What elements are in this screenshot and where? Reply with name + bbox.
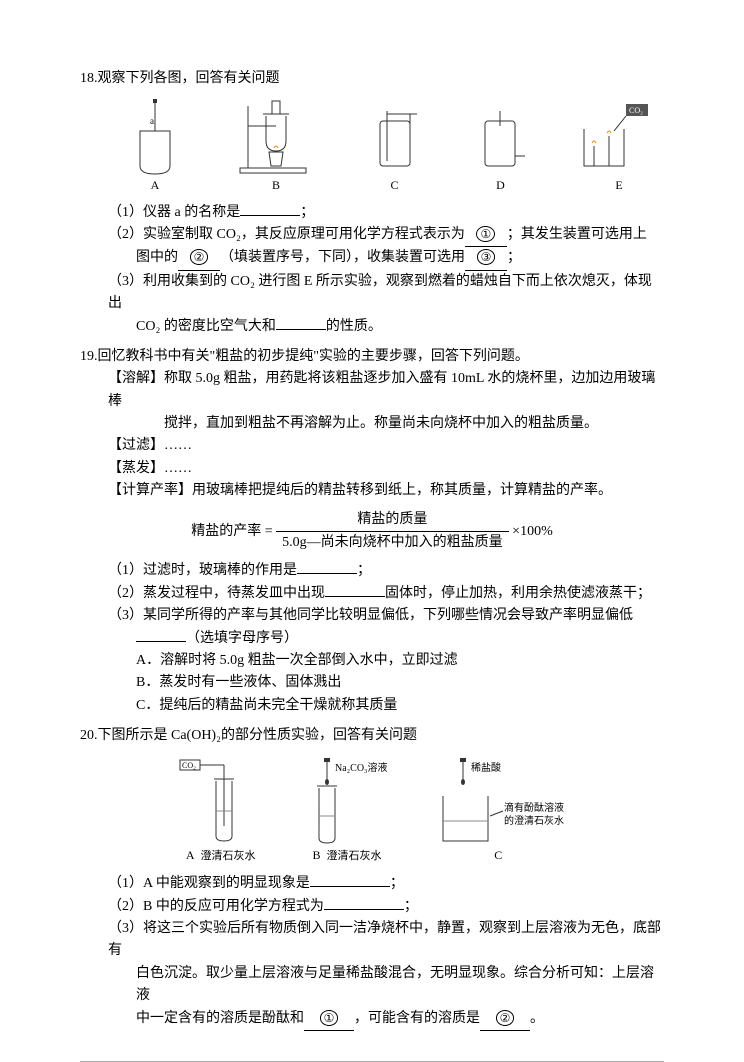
co2-tag: CO₂ (629, 106, 643, 115)
q19-formula: 精盐的产率 = 精盐的质量 5.0g—尚未向烧杯中加入的粗盐质量 ×100% (80, 509, 664, 555)
q19-calc: 【计算产率】用玻璃棒把提纯后的精盐转移到纸上，称其质量，计算精盐的产率。 (80, 480, 664, 502)
q18-figure-row: a A B C D (120, 96, 664, 195)
q18-p3-line1: （3）利用收集到的 CO₂ 进行图 E 所示实验，观察到燃着的蜡烛自下而上依次熄… (80, 271, 664, 316)
fig-c: C (362, 106, 427, 195)
q19-optC: C．提纯后的精盐尚未完全干燥就称其质量 (80, 695, 664, 717)
q20-p3a: （3）将这三个实验后所有物质倒入同一洁净烧杯中，静置，观察到上层溶液为无色，底部… (80, 918, 664, 963)
q19-optB: B．蒸发时有一些液体、固体溅出 (80, 672, 664, 694)
svg-text:滴有酚酞溶液: 滴有酚酞溶液 (504, 801, 564, 814)
q20-figure-row: CO₂ A 澄清石灰水 Na₂CO₃溶液 B 澄清石灰水 稀盐酸 (160, 756, 584, 866)
q18-p1: （1）仪器 a 的名称是； (80, 202, 664, 224)
q20-p2: （2）B 中的反应可用化学方程式为； (80, 896, 664, 918)
q19-p1: （1）过滤时，玻璃棒的作用是； (80, 560, 664, 582)
svg-text:的澄清石灰水: 的澄清石灰水 (504, 814, 564, 827)
q19-optA: A．溶解时将 5.0g 粗盐一次全部倒入水中，立即过滤 (80, 650, 664, 672)
fig-d-label: D (473, 176, 528, 195)
q20-p3b: 白色沉淀。取少量上层溶液与足量稀盐酸混合，无明显现象。综合分析可知：上层溶液 (80, 963, 664, 1008)
fig-a: a A (120, 96, 190, 195)
fig-e: CO₂ E (574, 101, 664, 195)
q20-c-bottomlabel: C (428, 846, 568, 865)
q19-dissolve-b: 搅拌，直加到粗盐不再溶解为止。称量尚未向烧杯中加入的粗盐质量。 (80, 413, 664, 435)
q20-b-bottomlabel: B 澄清石灰水 (297, 846, 397, 866)
svg-text:CO₂: CO₂ (182, 761, 196, 770)
q18-p3-line2: CO₂ 的密度比空气大和的性质。 (80, 316, 664, 338)
svg-text:稀盐酸: 稀盐酸 (471, 761, 501, 774)
q19-head: 19.回忆教科书中有关"粗盐的初步提纯"实验的主要步骤，回答下列问题。 (80, 346, 664, 368)
q19-p3b: （选填字母序号） (80, 628, 664, 650)
fig-a-label: A (120, 176, 190, 195)
q18-head: 18.观察下列各图，回答有关问题 (80, 68, 664, 90)
q19-evap: 【蒸发】…… (80, 458, 664, 480)
fig-c-label: C (362, 176, 427, 195)
q18-p2-line1: （2）实验室制取 CO₂，其反应原理可用化学方程式表示为①；其发生装置可选用上 (80, 224, 664, 247)
fig-b-label: B (236, 176, 316, 195)
q18-p2-line2: 图中的②（填装置序号，下同），收集装置可选用③； (80, 247, 664, 270)
svg-text:Na₂CO₃溶液: Na₂CO₃溶液 (335, 761, 388, 774)
fig-d: D (473, 106, 528, 195)
q20-fig-b: Na₂CO₃溶液 B 澄清石灰水 (297, 756, 397, 866)
q19-dissolve-a: 【溶解】称取 5.0g 粗盐，用药匙将该粗盐逐步加入盛有 10mL 水的烧杯里，… (80, 368, 664, 413)
q20-fig-c: 稀盐酸 滴有酚酞溶液 的澄清石灰水 C (428, 756, 568, 865)
q20-head: 20.下图所示是 Ca(OH)₂的部分性质实验，回答有关问题 (80, 725, 664, 747)
q19-p3a: （3）某同学所得的产率与其他同学比较明显偏低，下列哪些情况会导致产率明显偏低 (80, 605, 664, 627)
fig-e-label: E (574, 176, 664, 195)
fig-b: B (236, 96, 316, 195)
q19-filter: 【过滤】…… (80, 435, 664, 457)
q20-a-bottomlabel: A 澄清石灰水 (176, 846, 266, 866)
q20-p3c: 中一定含有的溶质是酚酞和①，可能含有的溶质是②。 (80, 1008, 664, 1031)
q19-p2: （2）蒸发过程中，待蒸发皿中出现固体时，停止加热，利用余热使滤液蒸干； (80, 583, 664, 605)
svg-text:a: a (150, 116, 154, 126)
q20-p1: （1）A 中能观察到的明显现象是； (80, 873, 664, 895)
q20-fig-a: CO₂ A 澄清石灰水 (176, 756, 266, 866)
